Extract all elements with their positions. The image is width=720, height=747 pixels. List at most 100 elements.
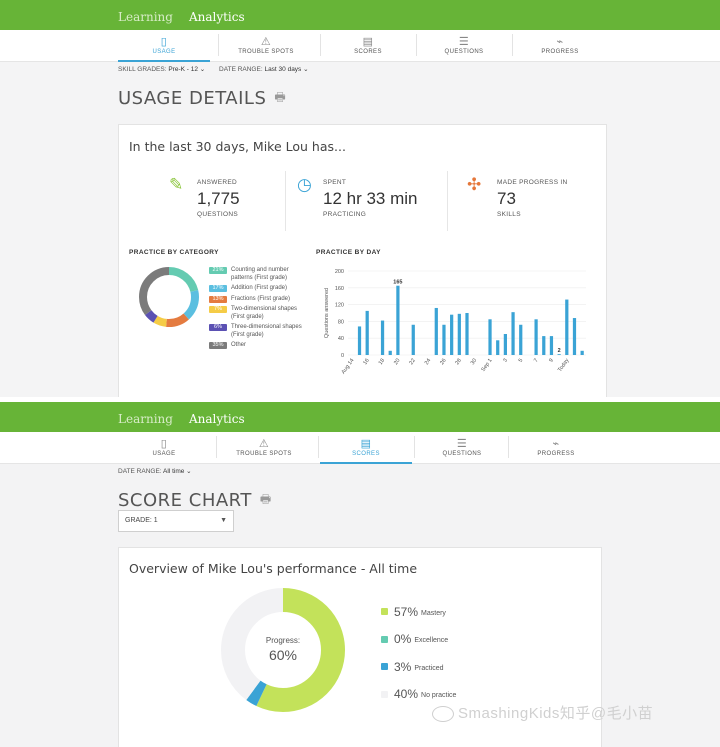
print-icon[interactable]: 🖶 — [259, 491, 272, 506]
bar[interactable] — [434, 307, 438, 355]
performance-card: Overview of Mike Lou's performance - All… — [118, 547, 602, 747]
subnav-usage[interactable]: ▯ USAGE — [118, 30, 210, 62]
bar[interactable] — [557, 354, 561, 355]
legend-label: Three-dimensional shapes (First grade) — [231, 324, 302, 338]
subnav-usage[interactable]: ▯ USAGE — [118, 432, 210, 464]
donut-slice-5 — [139, 267, 199, 327]
analytics-subnav: ▯ USAGE ⚠ TROUBLE SPOTS ▤ SCORES ☰ QUESTIONS ⌁ PR… — [0, 30, 720, 62]
subnav-questions[interactable]: ☰ QUESTIONS — [418, 30, 510, 62]
performance-donut — [221, 588, 345, 712]
chart-title: PRACTICE BY DAY — [316, 249, 381, 256]
subnav-trouble-spots[interactable]: ⚠ TROUBLE SPOTS — [218, 432, 310, 464]
bar[interactable] — [565, 299, 569, 355]
divider — [216, 436, 217, 458]
legend-label: No practice — [421, 692, 457, 700]
bar[interactable] — [388, 350, 392, 355]
subnav-label: SCORES — [352, 451, 380, 457]
bar[interactable] — [450, 314, 454, 355]
practice-by-day-chart: 0 40 80 120 160 200 165 2 Aug 14 16 18 20 22 24 26 28 30… — [324, 269, 586, 376]
bar[interactable] — [357, 326, 362, 355]
x-tick-label: Aug 14 — [341, 358, 356, 376]
bar[interactable] — [488, 319, 492, 355]
bar[interactable] — [580, 350, 584, 355]
y-tick-label: 80 — [338, 319, 344, 325]
skill-grades-dropdown[interactable]: Pre-K - 12 ⌄ — [168, 66, 206, 73]
subnav-questions[interactable]: ☰ QUESTIONS — [416, 432, 508, 464]
subnav-scores[interactable]: ▤ SCORES — [322, 30, 414, 62]
bar[interactable] — [511, 312, 515, 355]
tab-learning[interactable]: Learning — [118, 10, 173, 24]
subnav-label: PROGRESS — [541, 49, 579, 55]
legend-percent: 6% — [209, 324, 227, 331]
date-range-dropdown[interactable]: All time ⌄ — [163, 468, 192, 475]
x-tick-label: 9 — [548, 358, 555, 364]
bar[interactable] — [396, 285, 400, 355]
divider — [416, 34, 417, 56]
bar[interactable] — [519, 324, 523, 355]
stat-spent: ◷ SPENT 12 hr 33 min PRACTICING — [297, 175, 418, 218]
bar[interactable] — [411, 324, 415, 355]
divider — [414, 436, 415, 458]
tab-analytics[interactable]: Analytics — [188, 412, 245, 426]
bar[interactable] — [365, 310, 369, 355]
legend-item: 35% Other — [209, 342, 309, 350]
pencil-icon: ✎ — [169, 175, 184, 194]
stat-answered: ✎ ANSWERED 1,775 QUESTIONS — [169, 175, 240, 218]
scores-icon: ▤ — [360, 438, 372, 450]
x-tick-label: 3 — [502, 358, 509, 364]
bar[interactable] — [534, 319, 538, 355]
bar[interactable] — [572, 318, 577, 355]
stats-row: ✎ ANSWERED 1,775 QUESTIONS ◷ SPENT 12 hr… — [129, 165, 597, 235]
card-heading: Overview of Mike Lou's performance - All… — [129, 561, 418, 576]
legend-percent: 7% — [209, 306, 227, 313]
divider — [285, 171, 286, 231]
grade-select[interactable]: GRADE: 1 ▼ — [118, 510, 234, 532]
bar[interactable] — [457, 313, 461, 355]
donut-slice-1 — [139, 267, 199, 327]
legend-percent: 17% — [209, 285, 227, 292]
usage-icon: ▯ — [160, 36, 168, 48]
subnav-progress[interactable]: ⌁ PROGRESS — [510, 432, 602, 464]
x-tick-label: 24 — [424, 358, 432, 366]
puzzle-icon: ✣ — [467, 175, 482, 194]
y-tick-label: 120 — [335, 303, 344, 309]
subnav-trouble-spots[interactable]: ⚠ TROUBLE SPOTS — [220, 30, 312, 62]
category-legend: 21% Counting and number patterns (First g… — [209, 267, 309, 353]
bar[interactable] — [549, 336, 554, 355]
bar[interactable] — [465, 313, 469, 355]
legend-percent: 35% — [209, 342, 227, 349]
separator — [0, 397, 720, 402]
x-tick-label: 5 — [518, 358, 525, 364]
chevron-down-icon: ⌄ — [186, 468, 192, 475]
tab-analytics[interactable]: Analytics — [188, 10, 245, 24]
y-tick-label: 40 — [338, 336, 344, 342]
subnav-label: TROUBLE SPOTS — [238, 49, 294, 55]
subnav-progress[interactable]: ⌁ PROGRESS — [514, 30, 606, 62]
top-nav: Learning Analytics — [0, 402, 720, 432]
watermark: SmashingKids知乎@毛小苗 — [432, 702, 653, 723]
donut-slice-2 — [139, 267, 199, 327]
warning-icon: ⚠ — [258, 438, 270, 450]
bar[interactable] — [542, 336, 546, 355]
subnav-label: USAGE — [152, 451, 176, 457]
data-label: 2 — [558, 348, 561, 354]
bar[interactable] — [496, 340, 500, 355]
date-range-dropdown[interactable]: Last 30 days ⌄ — [264, 66, 309, 73]
tab-learning[interactable]: Learning — [118, 412, 173, 426]
bar[interactable] — [380, 320, 385, 355]
legend-item: 3% Practiced — [381, 653, 456, 681]
bar[interactable] — [503, 334, 507, 355]
subnav-label: PROGRESS — [537, 451, 575, 457]
legend-label: Addition (First grade) — [231, 285, 288, 291]
x-tick-label: 22 — [408, 358, 416, 366]
chevron-down-icon: ⌄ — [199, 66, 206, 73]
subnav-scores[interactable]: ▤ SCORES — [320, 432, 412, 464]
card-heading: In the last 30 days, Mike Lou has... — [129, 139, 346, 154]
print-icon[interactable]: 🖶 — [274, 89, 287, 104]
performance-legend: 57% Mastery 0% Excellence 3% Practiced 40% No p… — [381, 598, 456, 708]
usage-screen: Learning Analytics ▯ USAGE ⚠ TROUBLE SPOTS ▤… — [0, 0, 720, 397]
legend-percent: 3% — [394, 659, 412, 674]
bar[interactable] — [442, 324, 446, 355]
legend-percent: 57% — [394, 604, 419, 619]
x-tick-label: 16 — [362, 358, 370, 366]
